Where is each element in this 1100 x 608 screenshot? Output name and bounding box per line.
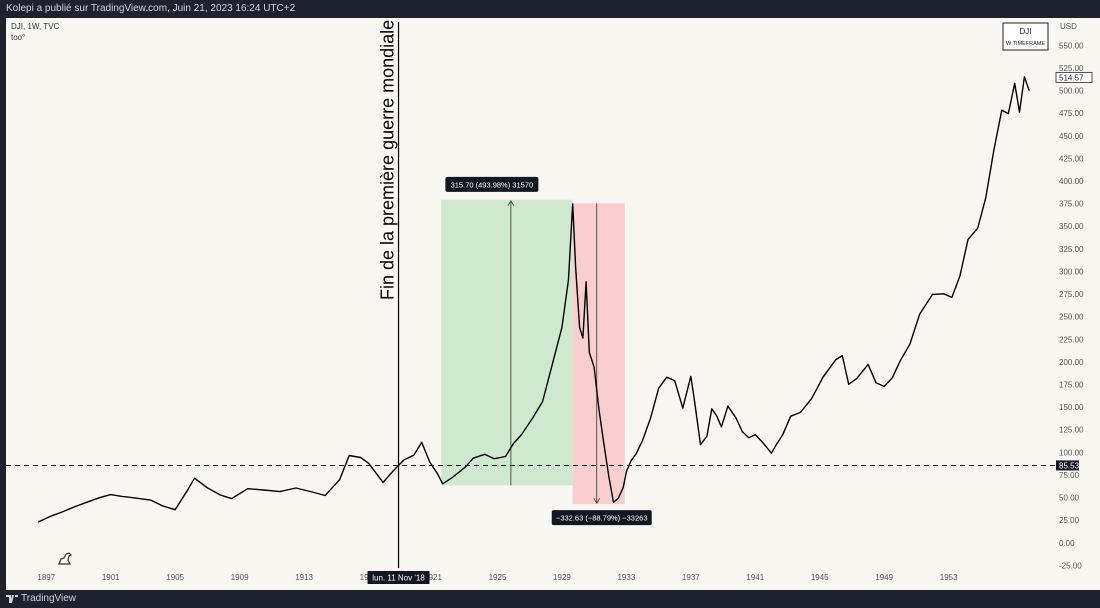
- y-tick-label: 250.00: [1059, 313, 1084, 322]
- last-price-label: 514.57: [1059, 73, 1084, 82]
- y-tick-label: 25.00: [1059, 516, 1080, 525]
- watermark-symbol: DJI: [1020, 27, 1032, 36]
- x-tick-label: 1901: [102, 573, 120, 582]
- x-tick-label: 1949: [875, 573, 893, 582]
- measure-down-label-box: [551, 510, 652, 526]
- measure-down-zone[interactable]: [572, 203, 625, 505]
- measurement-layer: 315.70 (493.98%) 31570 −332.63 (−88.79%) …: [441, 176, 652, 526]
- dinosaur-icon: [58, 552, 73, 565]
- y-tick-label: 450.00: [1059, 132, 1084, 141]
- y-tick-label: 300.00: [1059, 267, 1084, 276]
- tradingview-logo-icon: [6, 595, 18, 603]
- x-tick-label: 1905: [166, 573, 184, 582]
- overlay-layer: Fin de la première guerre mondiale: [6, 20, 1055, 568]
- axis-unit-label: USD: [1060, 22, 1077, 31]
- y-tick-label: 325.00: [1059, 245, 1084, 254]
- reference-price-label: 85.53: [1059, 461, 1080, 470]
- watermark-subtitle: W TIMEFRAME: [1006, 41, 1045, 47]
- y-tick-label: 400.00: [1059, 177, 1084, 186]
- y-tick-label: 350.00: [1059, 222, 1084, 231]
- published-header: Kolepi a publié sur TradingView.com, Jui…: [0, 0, 1100, 18]
- symbol-info-line1: DJI, 1W, TVC: [11, 22, 60, 31]
- footer-bar: TradingView: [0, 590, 1100, 608]
- published-text: Kolepi a publié sur TradingView.com, Jui…: [6, 3, 296, 14]
- x-tick-label: 1929: [553, 573, 571, 582]
- x-tick-label: 1897: [37, 573, 55, 582]
- y-tick-label: 175.00: [1059, 381, 1084, 390]
- y-tick-label: 0.00: [1059, 539, 1075, 548]
- y-tick-label: 50.00: [1059, 494, 1080, 503]
- x-tick-label: 1913: [295, 573, 313, 582]
- x-tick-label: 1945: [811, 573, 829, 582]
- x-tick-label: 1953: [940, 573, 958, 582]
- measure-up-label-text: 315.70 (493.98%) 31570: [451, 180, 534, 189]
- measure-up-zone[interactable]: [441, 199, 573, 486]
- y-tick-label: 150.00: [1059, 403, 1084, 412]
- reference-price-box: [1056, 460, 1079, 471]
- measure-down-label-text: −332.63 (−88.79%) −33263: [556, 514, 648, 523]
- footer-brand: TradingView: [21, 593, 77, 604]
- x-tick-label: 1933: [617, 573, 635, 582]
- y-tick-label: 100.00: [1059, 448, 1084, 457]
- y-tick-label: 375.00: [1059, 200, 1084, 209]
- y-tick-label: -25.00: [1059, 561, 1082, 570]
- last-price-box: [1055, 71, 1093, 83]
- x-tick-label: 1921: [424, 573, 442, 582]
- y-tick-label: 275.00: [1059, 290, 1084, 299]
- x-tick-label: 1925: [489, 573, 507, 582]
- price-chart[interactable]: 315.70 (493.98%) 31570 −332.63 (−88.79%) …: [0, 18, 1100, 590]
- measure-up-label: 315.70 (493.98%) 31570: [445, 176, 539, 192]
- x-tick-label: 1941: [746, 573, 764, 582]
- symbol-info-line2: too°: [11, 33, 25, 42]
- y-tick-label: 525.00: [1059, 64, 1084, 73]
- y-tick-label: 125.00: [1059, 426, 1084, 435]
- price-axis-background: [1055, 18, 1100, 568]
- event-annotation-text: Fin de la première guerre mondiale: [378, 20, 398, 300]
- time-marker-box: [367, 571, 430, 584]
- y-tick-label: 475.00: [1059, 109, 1084, 118]
- measure-up-arrowhead: [507, 200, 515, 207]
- y-tick-label: 550.00: [1059, 41, 1084, 50]
- symbol-watermark-box: DJI W TIMEFRAME: [1002, 22, 1049, 51]
- time-axis-background: [6, 568, 1100, 590]
- price-axis[interactable]: -25.00 0.00 25.00 50.00 75.00 100.00 125.00 150…: [1055, 41, 1093, 570]
- measure-down-label: −332.63 (−88.79%) −33263: [551, 510, 652, 526]
- y-tick-label: 500.00: [1059, 87, 1084, 96]
- y-tick-label: 425.00: [1059, 154, 1084, 163]
- y-tick-label: 225.00: [1059, 335, 1084, 344]
- time-marker-label: lun. 11 Nov '18: [372, 574, 425, 583]
- y-tick-label: 200.00: [1059, 358, 1084, 367]
- y-tick-label: 75.00: [1059, 471, 1080, 480]
- x-tick-label: 1909: [231, 573, 249, 582]
- x-tick-label: 1937: [682, 573, 700, 582]
- measure-down-arrowhead: [593, 497, 601, 504]
- price-line-layer: [37, 76, 1030, 523]
- measure-up-label-box: [445, 176, 539, 192]
- time-axis[interactable]: 1897190119051909191319171921192519291933…: [37, 571, 958, 584]
- price-line: [37, 76, 1030, 523]
